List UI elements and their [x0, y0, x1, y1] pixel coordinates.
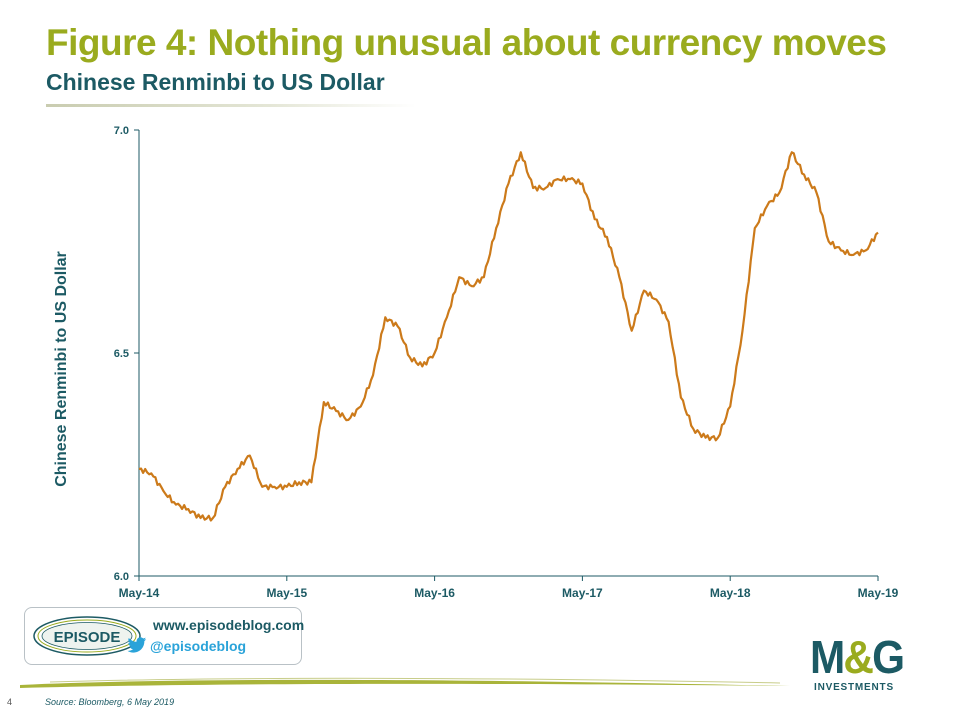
x-tick-label: May-15 — [266, 586, 307, 600]
y-axis-label: Chinese Renminbi to US Dollar — [53, 251, 70, 487]
chart-series — [138, 151, 879, 522]
episode-blog-badge[interactable]: EPISODE www.episodeblog.com @episodeblog — [24, 607, 305, 665]
mg-logo-subtitle: INVESTMENTS — [814, 682, 894, 693]
page-title: Figure 4: Nothing unusual about currency… — [46, 22, 887, 63]
x-tick-label: May-16 — [414, 586, 455, 600]
source-note: Source: Bloomberg, 6 May 2019 — [45, 697, 175, 707]
y-tick-label: 6.5 — [114, 348, 129, 360]
chart-axes: 6.0 6.5 7.0 May-14 May-15 May-16 May-17 May-18 M… — [114, 125, 899, 600]
x-tick-label: May-17 — [562, 586, 603, 600]
mg-logo-ampersand: & — [843, 631, 874, 683]
twitter-handle: @episodeblog — [150, 637, 247, 654]
episode-logo: EPISODE — [33, 616, 141, 656]
twitter-link[interactable]: @episodeblog — [127, 637, 246, 654]
usdcny-line — [138, 151, 879, 522]
blog-url-link[interactable]: www.episodeblog.com — [153, 617, 305, 633]
page-number: 4 — [7, 697, 13, 707]
mg-investments-logo: M&G INVESTMENTS — [810, 634, 930, 693]
twitter-bird-icon — [127, 637, 147, 653]
episode-logo-text: EPISODE — [54, 629, 121, 646]
y-tick-label: 6.0 — [114, 571, 129, 583]
mg-logo-g: G — [872, 631, 905, 683]
footer-swoosh — [20, 677, 790, 688]
x-tick-label: May-19 — [858, 586, 899, 600]
y-tick-label: 7.0 — [114, 125, 129, 137]
page-subtitle: Chinese Renminbi to US Dollar — [46, 69, 385, 95]
x-tick-label: May-14 — [119, 586, 160, 600]
title-divider — [46, 104, 416, 107]
mg-logo-mark: M&G — [810, 634, 920, 680]
x-tick-label: May-18 — [710, 586, 751, 600]
mg-logo-m: M — [810, 631, 845, 683]
